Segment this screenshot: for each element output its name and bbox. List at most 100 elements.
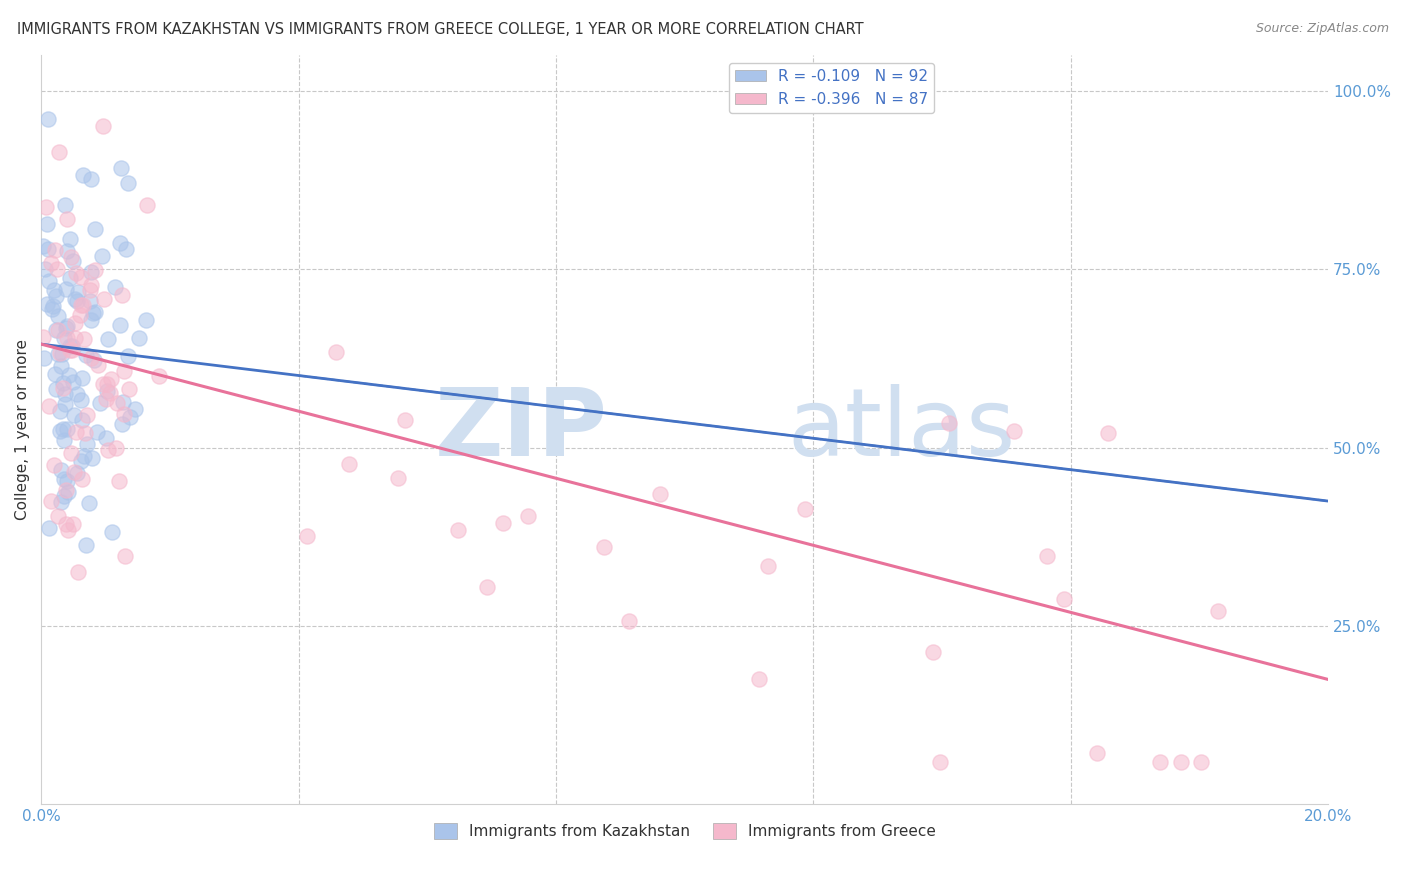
Point [1170, 755, 1192, 769]
Point [32, 239, 55, 253]
Point [756, 559, 779, 574]
Point [49, 424, 72, 438]
Point [108, 474, 131, 488]
Point [45, 261, 67, 276]
Point [79, 496, 101, 510]
Point [32, 330, 55, 344]
Point [69, 308, 91, 322]
Point [748, 672, 770, 686]
Point [35, 296, 58, 310]
Point [66, 566, 89, 580]
Point [46, 509, 69, 524]
Point [76, 408, 98, 422]
Point [517, 508, 540, 523]
Point [60, 445, 83, 459]
Point [1206, 604, 1229, 618]
Text: ZIP: ZIP [434, 384, 607, 475]
Point [793, 502, 815, 516]
Point [62, 254, 84, 268]
Point [111, 394, 134, 409]
Point [37, 242, 59, 256]
Point [52, 472, 75, 486]
Point [55, 483, 77, 497]
Point [91, 249, 114, 263]
Point [75, 537, 97, 551]
Point [117, 349, 139, 363]
Point [38, 399, 60, 413]
Point [922, 645, 945, 659]
Point [49, 463, 72, 477]
Point [38, 275, 60, 289]
Point [70, 413, 93, 427]
Point [59, 250, 82, 264]
Point [394, 413, 416, 427]
Point [94, 392, 117, 406]
Point [98, 385, 121, 400]
Point [70, 371, 93, 385]
Point [84, 222, 107, 236]
Point [104, 279, 127, 293]
Point [65, 293, 87, 307]
Point [97, 442, 120, 457]
Point [52, 331, 75, 345]
Point [387, 470, 409, 484]
Point [70, 298, 93, 312]
Point [44, 283, 66, 297]
Point [79, 265, 101, 279]
Point [938, 417, 960, 431]
Point [73, 332, 96, 346]
Point [59, 339, 82, 353]
Point [59, 231, 82, 245]
Point [56, 211, 79, 226]
Point [75, 426, 97, 441]
Point [91, 119, 114, 133]
Point [492, 516, 515, 530]
Point [105, 396, 128, 410]
Point [39, 494, 62, 508]
Point [108, 235, 131, 250]
Point [93, 293, 115, 307]
Point [63, 330, 86, 344]
Point [51, 359, 73, 373]
Point [1097, 425, 1119, 440]
Point [96, 384, 118, 399]
Point [46, 310, 69, 324]
Point [89, 396, 111, 410]
Point [63, 317, 86, 331]
Point [69, 269, 91, 284]
Point [72, 168, 94, 182]
Point [56, 331, 79, 345]
Point [55, 197, 77, 211]
Point [62, 517, 84, 532]
Point [94, 431, 117, 445]
Point [58, 368, 80, 382]
Point [37, 218, 59, 232]
Point [75, 348, 97, 362]
Point [59, 343, 82, 358]
Point [56, 422, 79, 436]
Point [648, 486, 671, 500]
Point [39, 256, 62, 270]
Text: IMMIGRANTS FROM KAZAKHSTAN VS IMMIGRANTS FROM GREECE COLLEGE, 1 YEAR OR MORE COR: IMMIGRANTS FROM KAZAKHSTAN VS IMMIGRANTS… [17, 22, 863, 37]
Point [72, 297, 94, 311]
Point [83, 352, 105, 367]
Point [65, 425, 87, 439]
Point [51, 347, 73, 361]
Point [135, 312, 157, 326]
Point [63, 465, 86, 479]
Point [49, 495, 72, 509]
Point [117, 177, 139, 191]
Point [56, 474, 79, 488]
Point [86, 425, 108, 439]
Point [447, 524, 470, 538]
Point [83, 305, 105, 319]
Point [120, 409, 142, 424]
Point [1053, 591, 1076, 606]
Point [91, 376, 114, 391]
Point [32, 351, 55, 365]
Point [929, 755, 952, 769]
Point [592, 541, 614, 555]
Point [52, 381, 75, 395]
Point [56, 244, 79, 259]
Point [48, 145, 70, 160]
